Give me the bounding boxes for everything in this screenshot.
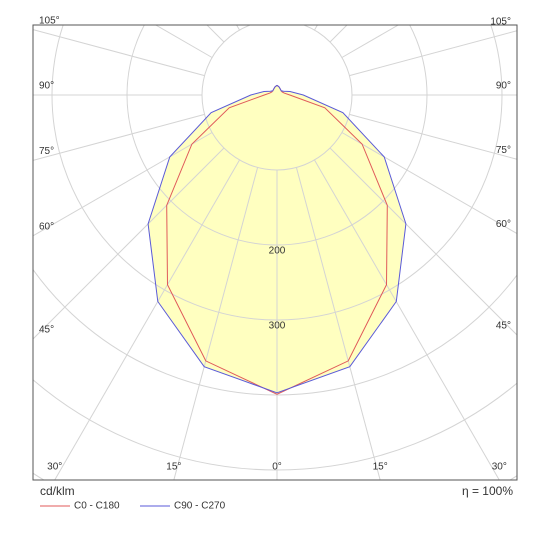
- theta-tick-label: 90°: [39, 81, 54, 92]
- efficiency-label: η = 100%: [462, 484, 513, 498]
- theta-tick-label: 60°: [496, 219, 511, 230]
- r-tick-label: 300: [269, 321, 286, 332]
- theta-tick-label: 105°: [490, 16, 511, 27]
- theta-tick-label: 75°: [496, 145, 511, 156]
- legend: C0 - C180 C90 - C270: [40, 501, 226, 512]
- legend-label: C0 - C180: [74, 501, 120, 512]
- theta-tick-label: 90°: [496, 81, 511, 92]
- r-tick-label: 200: [269, 246, 286, 257]
- theta-tick-label: 30°: [492, 462, 507, 473]
- theta-tick-label: 45°: [39, 325, 54, 336]
- theta-tick-label: 60°: [39, 222, 54, 233]
- theta-tick-label: 30°: [47, 462, 62, 473]
- theta-tick-label: 0°: [272, 462, 282, 473]
- theta-tick-label: 45°: [496, 321, 511, 332]
- unit-label: cd/klm: [40, 484, 75, 498]
- theta-tick-label: 15°: [166, 462, 181, 473]
- theta-tick-label: 15°: [373, 462, 388, 473]
- theta-tick-label: 105°: [39, 15, 60, 26]
- theta-tick-label: 75°: [39, 146, 54, 157]
- legend-label: C90 - C270: [174, 501, 226, 512]
